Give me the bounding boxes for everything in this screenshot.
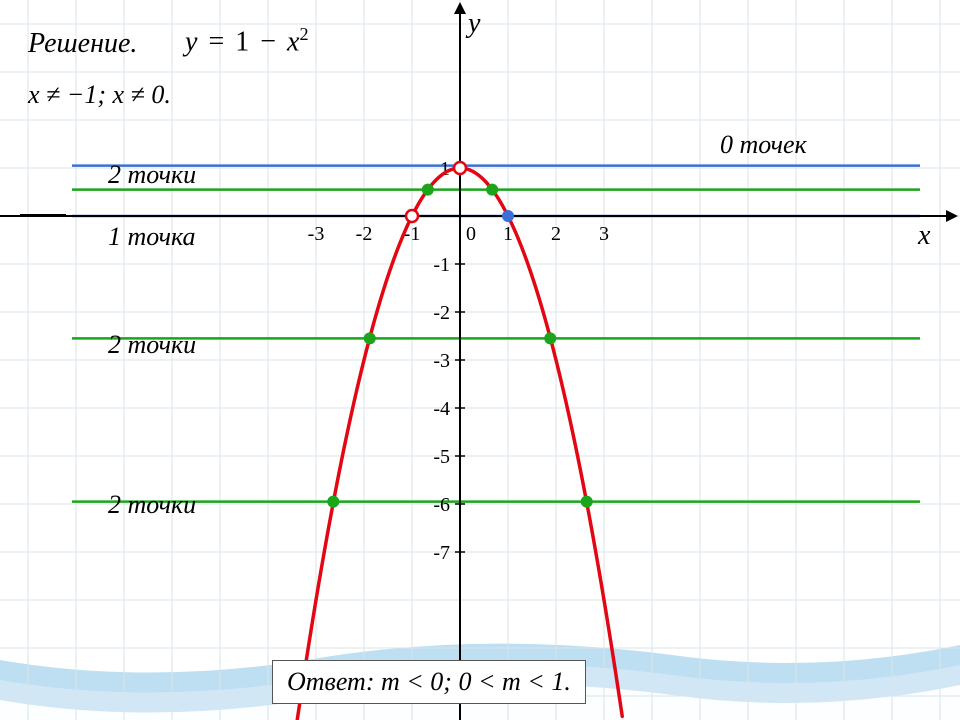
svg-text:0: 0: [466, 223, 476, 245]
svg-text:2: 2: [551, 223, 561, 245]
svg-text:-3: -3: [433, 350, 450, 372]
plot-svg: -3-2-101231-1-2-3-4-5-6-7: [0, 0, 960, 720]
svg-text:-3: -3: [308, 223, 325, 245]
svg-text:-2: -2: [356, 223, 373, 245]
svg-text:-1: -1: [433, 254, 450, 276]
svg-text:-2: -2: [433, 302, 450, 324]
svg-text:-6: -6: [433, 494, 450, 516]
svg-text:3: 3: [599, 223, 609, 245]
svg-text:-4: -4: [433, 398, 450, 420]
svg-text:-7: -7: [433, 542, 450, 564]
svg-text:-5: -5: [433, 446, 450, 468]
